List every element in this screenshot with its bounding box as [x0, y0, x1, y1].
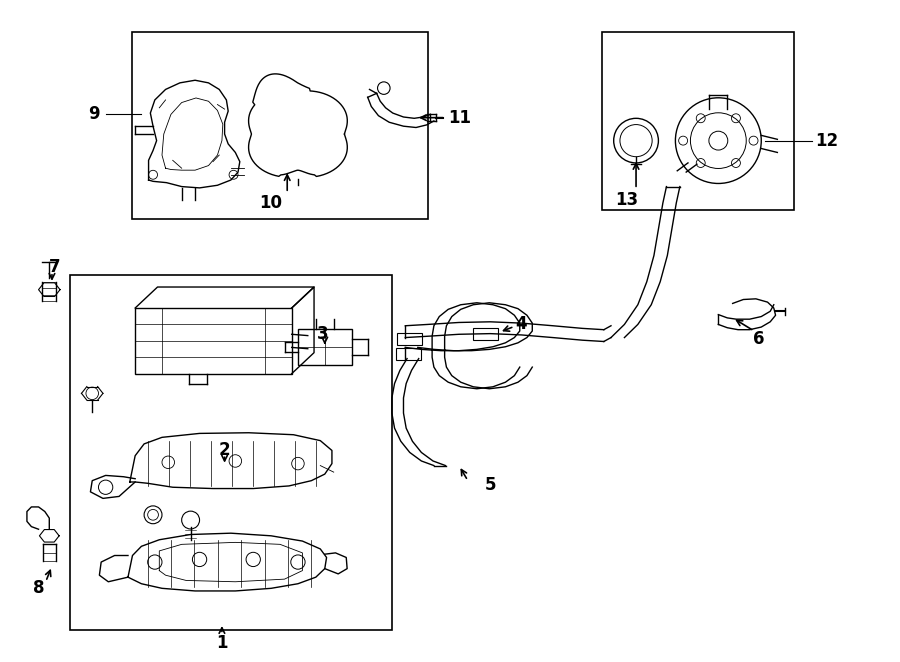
Text: 12: 12 — [814, 132, 838, 150]
Text: 2: 2 — [219, 442, 230, 459]
Text: 9: 9 — [88, 105, 100, 123]
Text: 10: 10 — [259, 194, 283, 212]
Bar — [135, 308, 292, 373]
Bar — [298, 329, 352, 365]
Text: 4: 4 — [516, 315, 527, 334]
Text: 8: 8 — [32, 579, 44, 597]
Bar — [602, 32, 795, 210]
Bar — [473, 328, 499, 340]
Bar — [70, 275, 392, 630]
Text: 7: 7 — [49, 258, 60, 275]
Text: 11: 11 — [448, 109, 472, 126]
Text: 13: 13 — [616, 191, 639, 209]
Text: 6: 6 — [752, 330, 764, 348]
Text: 3: 3 — [317, 325, 328, 344]
Bar — [396, 348, 421, 360]
Text: 1: 1 — [216, 634, 228, 652]
Bar — [397, 333, 422, 345]
Text: 5: 5 — [484, 476, 496, 495]
Bar — [132, 32, 428, 219]
